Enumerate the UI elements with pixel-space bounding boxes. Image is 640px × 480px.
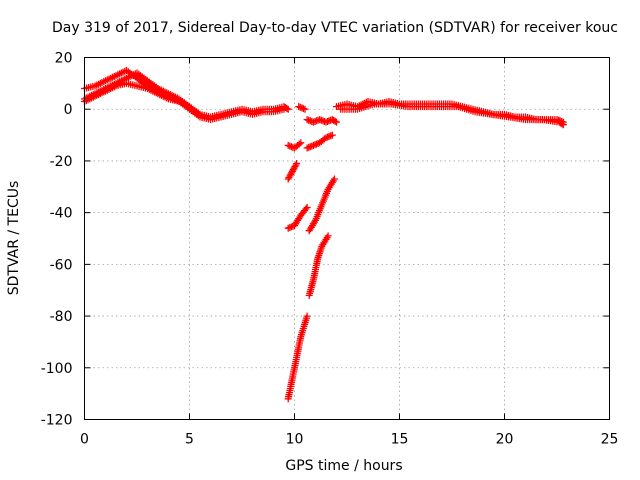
series-arc-10	[284, 160, 301, 183]
plot-frame	[84, 57, 610, 420]
series-markers	[303, 131, 336, 152]
y-tick-label: -100	[41, 361, 73, 377]
chart-title: Day 319 of 2017, Sidereal Day-to-day VTE…	[52, 20, 618, 36]
series-markers	[284, 160, 301, 183]
y-tick-label: 20	[55, 51, 73, 67]
series-arc-7	[337, 100, 567, 129]
series-markers	[305, 175, 338, 235]
x-tick-label: 20	[496, 432, 514, 448]
y-tick-label: -40	[50, 206, 73, 222]
y-tick-label: -80	[50, 309, 73, 325]
x-tick-label: 0	[80, 432, 89, 448]
x-tick-label: 10	[286, 432, 304, 448]
y-tick-label: -60	[50, 257, 73, 273]
series-arc-2	[81, 66, 288, 124]
x-axis-label: GPS time / hours	[285, 458, 402, 474]
series-arc-11	[284, 204, 311, 232]
data-points	[81, 66, 567, 403]
series-markers	[303, 116, 340, 126]
series-markers	[337, 100, 567, 129]
series-arc-9	[303, 131, 336, 152]
series-markers	[81, 66, 288, 124]
series-markers	[295, 103, 309, 113]
x-tick-label: 15	[391, 432, 409, 448]
series-arc-12	[305, 175, 338, 235]
y-axis-label: SDTVAR / TECUs	[6, 181, 22, 296]
x-tick-label: 25	[601, 432, 619, 448]
series-markers	[284, 204, 311, 232]
y-tick-label: -20	[50, 154, 73, 170]
series-markers	[284, 139, 305, 152]
series-arc-4	[295, 103, 309, 113]
series-markers	[305, 232, 332, 299]
series-markers	[284, 312, 311, 403]
x-tick-label: 5	[185, 432, 194, 448]
series-arc-5	[303, 116, 340, 126]
y-tick-label: 0	[64, 102, 73, 118]
series-arc-13	[305, 232, 332, 299]
y-tick-label: -120	[41, 413, 73, 429]
series-arc-14	[284, 312, 311, 403]
axes: 0 5 10 15 20 25 20 0 -20 -40 -60 -80 -100 -120	[41, 51, 619, 448]
series-arc-8	[284, 139, 305, 152]
